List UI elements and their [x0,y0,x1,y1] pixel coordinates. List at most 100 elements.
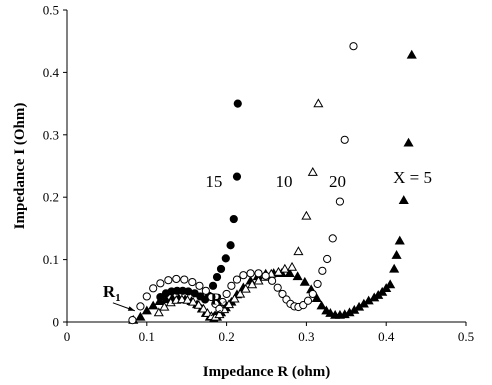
data-point [159,301,170,311]
data-point [227,281,236,290]
y-tick-label: 0 [53,315,60,330]
data-point [307,167,318,176]
y-tick-label: 0.1 [43,252,59,267]
data-point [261,271,270,280]
annotation-label: R1 [103,282,121,304]
data-point [349,42,358,51]
data-point [293,246,304,256]
data-point [180,275,189,284]
y-tick-label: 0.5 [43,3,59,18]
data-point [403,137,414,147]
data-point [273,283,282,292]
data-point [299,276,310,286]
x-tick-label: 0.3 [298,329,314,344]
x-tick-label: 0.5 [458,329,474,344]
series-x-20 [128,42,358,325]
data-point [239,271,248,280]
y-axis-title: Impedance I (Ohm) [12,103,28,230]
x-tick-label: 0.4 [378,329,395,344]
data-point [308,289,317,299]
annotation-subscript: 1 [115,292,121,304]
data-point [316,300,327,310]
data-point [226,241,235,250]
annotation-label: 20 [329,172,346,191]
data-point [313,98,324,108]
data-point [311,293,322,302]
data-point [176,294,187,304]
data-point [141,305,152,315]
annotation-arrowhead [210,310,218,316]
annotation-label: 15 [205,172,222,191]
data-point [325,308,336,317]
data-point [229,214,238,224]
annotations: 15 10 20 X = 5R1 R2 [103,168,432,317]
data-point [232,172,242,181]
data-point [278,289,287,299]
annotation-arrowhead [127,306,135,311]
data-point [286,261,298,271]
data-point [172,274,181,284]
data-point [156,279,165,288]
series-x-15 [156,99,242,304]
data-point [303,296,313,305]
data-point [323,254,332,264]
annotation-subscript: 2 [223,299,229,311]
data-point [216,264,226,274]
data-point [164,276,173,285]
data-point [149,284,158,293]
data-point [222,289,231,299]
data-point [391,250,402,259]
data-point [182,294,193,304]
data-point [188,277,197,287]
x-axis-title: Impedance R (ohm) [203,364,331,380]
data-point [246,269,255,278]
data-point [240,283,251,293]
data-point [156,292,165,302]
data-point [318,266,327,275]
data-point [235,288,246,298]
data-point [193,299,204,309]
data-point [207,292,216,302]
annotation-label: 10 [276,172,293,191]
annotation-label: X = 5 [393,168,432,187]
data-point [195,281,204,290]
annotation-main: R [103,282,116,301]
data-point [128,316,137,325]
data-point [208,281,218,290]
data-point [136,302,145,311]
data-point [142,292,151,301]
data-point [340,135,349,144]
data-point [292,271,303,281]
data-point [198,303,209,313]
data-point [233,99,242,108]
x-tick-label: 0.2 [218,329,234,344]
x-tick-label: 0.1 [139,329,155,344]
annotation-main: R [211,289,224,308]
data-point [254,269,263,278]
data-point [279,263,290,273]
data-point [335,197,345,206]
data-point [212,272,222,282]
data-point [218,297,227,307]
data-point [229,293,240,303]
data-point [301,210,312,220]
data-point [284,268,295,277]
data-point [135,311,146,321]
data-point [201,286,210,295]
data-point [223,299,235,309]
data-point [389,263,400,273]
data-point [148,300,159,310]
y-tick-label: 0.3 [43,127,59,142]
data-point [267,276,277,285]
data-point [385,279,396,289]
data-point [406,49,417,59]
data-point [153,307,164,317]
data-point [214,309,225,319]
data-point [188,296,199,306]
annotation-label: R2 [211,289,229,311]
data-point [232,275,242,284]
data-point [328,234,337,243]
tick-labels: 0 0.1 0.2 0.3 0.4 0.5 0 0.1 0.2 0.3 0.4 0.5 [43,3,474,345]
data-point [313,279,322,289]
